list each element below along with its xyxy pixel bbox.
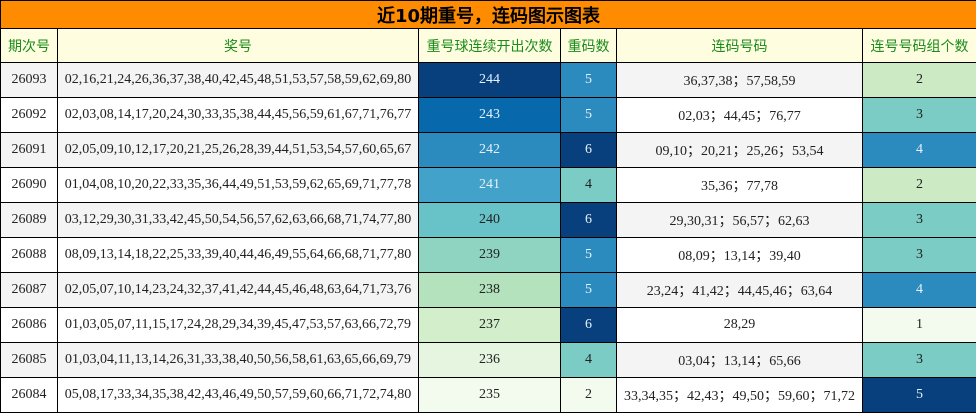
repeat-count-cell: 6 — [561, 308, 617, 343]
numbers-cell: 01,03,04,11,13,14,26,31,33,38,40,50,56,5… — [58, 343, 419, 378]
numbers-cell: 02,16,21,24,26,36,37,38,40,42,45,48,51,5… — [58, 63, 419, 98]
header-consecutive-groups: 连号号码组个数 — [863, 29, 976, 63]
repeat-count-cell: 6 — [561, 203, 617, 238]
consecutive-groups-cell: 2 — [863, 168, 976, 203]
repeat-streak-cell: 242 — [419, 133, 561, 168]
period-cell: 26084 — [1, 378, 58, 413]
numbers-cell: 02,05,07,10,14,23,24,32,37,41,42,44,45,4… — [58, 273, 419, 308]
numbers-cell: 08,09,13,14,18,22,25,33,39,40,44,46,49,5… — [58, 238, 419, 273]
repeat-count-cell: 4 — [561, 168, 617, 203]
header-period: 期次号 — [1, 29, 58, 63]
consecutive-cell: 23,24；41,42；44,45,46；63,64 — [617, 273, 863, 308]
table-title: 近10期重号，连码图示图表 — [1, 1, 976, 29]
consecutive-groups-cell: 4 — [863, 133, 976, 168]
period-cell: 26088 — [1, 238, 58, 273]
repeat-count-cell: 5 — [561, 238, 617, 273]
repeat-count-cell: 4 — [561, 343, 617, 378]
consecutive-groups-cell: 4 — [863, 273, 976, 308]
repeat-streak-cell: 244 — [419, 63, 561, 98]
numbers-cell: 03,12,29,30,31,33,42,45,50,54,56,57,62,6… — [58, 203, 419, 238]
consecutive-cell: 09,10；20,21；25,26；53,54 — [617, 133, 863, 168]
consecutive-groups-cell: 2 — [863, 63, 976, 98]
consecutive-cell: 33,34,35；42,43；49,50；59,60；71,72 — [617, 378, 863, 413]
repeat-streak-cell: 238 — [419, 273, 561, 308]
period-cell: 26093 — [1, 63, 58, 98]
period-cell: 26090 — [1, 168, 58, 203]
period-cell: 26087 — [1, 273, 58, 308]
header-repeat-streak: 重号球连续开出次数 — [419, 29, 561, 63]
repeat-streak-cell: 239 — [419, 238, 561, 273]
repeat-count-cell: 5 — [561, 63, 617, 98]
period-cell: 26092 — [1, 98, 58, 133]
period-cell: 26089 — [1, 203, 58, 238]
repeat-count-cell: 2 — [561, 378, 617, 413]
numbers-cell: 02,05,09,10,12,17,20,21,25,26,28,39,44,5… — [58, 133, 419, 168]
numbers-cell: 01,04,08,10,20,22,33,35,36,44,49,51,53,5… — [58, 168, 419, 203]
header-repeat-count: 重码数 — [561, 29, 617, 63]
period-cell: 26085 — [1, 343, 58, 378]
repeat-count-cell: 6 — [561, 133, 617, 168]
repeat-streak-cell: 243 — [419, 98, 561, 133]
consecutive-cell: 08,09；13,14；39,40 — [617, 238, 863, 273]
consecutive-groups-cell: 3 — [863, 343, 976, 378]
consecutive-groups-cell: 3 — [863, 98, 976, 133]
repeat-streak-cell: 241 — [419, 168, 561, 203]
consecutive-cell: 36,37,38；57,58,59 — [617, 63, 863, 98]
repeat-count-cell: 5 — [561, 98, 617, 133]
consecutive-cell: 29,30,31；56,57；62,63 — [617, 203, 863, 238]
header-consecutive: 连码号码 — [617, 29, 863, 63]
numbers-cell: 02,03,08,14,17,20,24,30,33,35,38,44,45,5… — [58, 98, 419, 133]
header-numbers: 奖号 — [58, 29, 419, 63]
repeat-streak-cell: 237 — [419, 308, 561, 343]
numbers-cell: 05,08,17,33,34,35,38,42,43,46,49,50,57,5… — [58, 378, 419, 413]
consecutive-cell: 35,36；77,78 — [617, 168, 863, 203]
numbers-cell: 01,03,05,07,11,15,17,24,28,29,34,39,45,4… — [58, 308, 419, 343]
consecutive-groups-cell: 3 — [863, 203, 976, 238]
repeat-streak-cell: 240 — [419, 203, 561, 238]
period-cell: 26086 — [1, 308, 58, 343]
period-cell: 26091 — [1, 133, 58, 168]
repeat-streak-cell: 236 — [419, 343, 561, 378]
consecutive-cell: 03,04；13,14；65,66 — [617, 343, 863, 378]
consecutive-cell: 28,29 — [617, 308, 863, 343]
consecutive-cell: 02,03；44,45；76,77 — [617, 98, 863, 133]
consecutive-groups-cell: 3 — [863, 238, 976, 273]
consecutive-groups-cell: 1 — [863, 308, 976, 343]
repeat-streak-cell: 235 — [419, 378, 561, 413]
consecutive-groups-cell: 5 — [863, 378, 976, 413]
repeat-count-cell: 5 — [561, 273, 617, 308]
